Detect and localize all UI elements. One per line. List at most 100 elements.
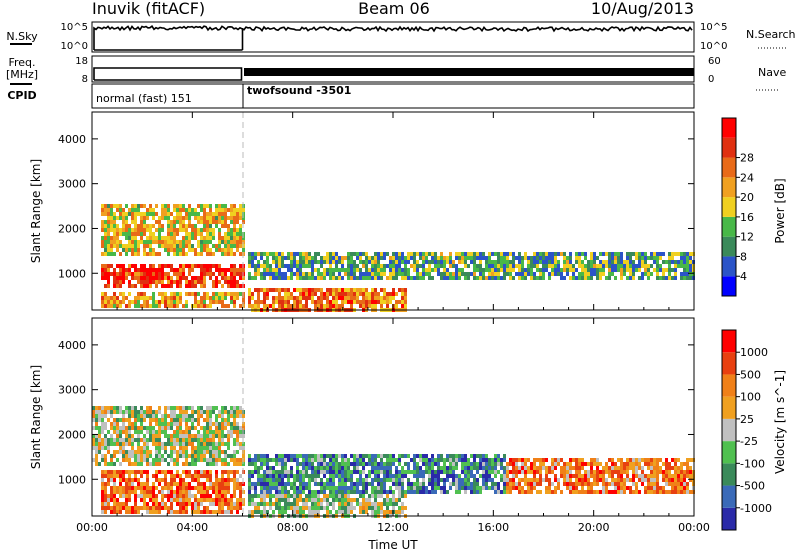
data-cell [107, 478, 110, 482]
data-cell [206, 434, 209, 438]
data-cell [398, 252, 401, 256]
data-cell [197, 458, 200, 462]
data-cell [221, 284, 224, 288]
data-cell [242, 434, 245, 438]
data-cell [332, 454, 335, 458]
data-cell [233, 252, 236, 256]
data-cell [362, 272, 365, 276]
data-cell [632, 466, 635, 470]
data-cell [164, 212, 167, 216]
data-cell [152, 490, 155, 494]
data-cell [614, 268, 617, 272]
data-cell [431, 486, 434, 490]
data-cell [587, 490, 590, 494]
data-cell [596, 474, 599, 478]
data-cell [134, 418, 137, 422]
data-cell [374, 498, 377, 502]
data-cell [329, 486, 332, 490]
data-cell [281, 506, 284, 510]
data-cell [227, 228, 230, 232]
data-cell [392, 292, 395, 296]
data-cell [332, 260, 335, 264]
data-cell [293, 252, 296, 256]
data-cell [254, 288, 257, 292]
data-cell [122, 422, 125, 426]
data-cell [335, 494, 338, 498]
data-cell [215, 216, 218, 220]
data-cell [170, 240, 173, 244]
data-cell [443, 276, 446, 280]
data-cell [470, 482, 473, 486]
data-cell [137, 418, 140, 422]
data-cell [275, 296, 278, 300]
data-cell [404, 288, 407, 292]
data-cell [290, 486, 293, 490]
data-cell [365, 288, 368, 292]
data-cell [644, 252, 647, 256]
data-cell [299, 300, 302, 304]
data-cell [380, 296, 383, 300]
data-cell [332, 304, 335, 308]
data-cell [170, 446, 173, 450]
data-cell [119, 276, 122, 280]
data-cell [275, 272, 278, 276]
data-cell [146, 430, 149, 434]
data-cell [389, 510, 392, 514]
data-cell [212, 446, 215, 450]
data-cell [350, 292, 353, 296]
data-cell [593, 268, 596, 272]
data-cell [185, 494, 188, 498]
colorbar-segment [722, 236, 736, 257]
data-cell [218, 438, 221, 442]
data-cell [515, 458, 518, 462]
x-tick-label: 00:00 [678, 521, 710, 534]
data-cell [167, 284, 170, 288]
data-cell [179, 474, 182, 478]
data-cell [215, 212, 218, 216]
data-cell [155, 430, 158, 434]
data-cell [230, 216, 233, 220]
data-cell [188, 434, 191, 438]
data-cell [233, 438, 236, 442]
data-cell [296, 252, 299, 256]
data-cell [155, 478, 158, 482]
data-cell [311, 292, 314, 296]
data-cell [632, 276, 635, 280]
data-cell [107, 494, 110, 498]
data-cell [602, 264, 605, 268]
data-cell [275, 498, 278, 502]
data-cell [605, 264, 608, 268]
data-cell [230, 434, 233, 438]
data-cell [137, 204, 140, 208]
noise-tick-right-bottom: 10^0 [700, 41, 727, 52]
data-cell [410, 276, 413, 280]
data-cell [125, 482, 128, 486]
data-cell [104, 264, 107, 268]
data-cell [215, 414, 218, 418]
data-cell [326, 292, 329, 296]
data-cell [146, 506, 149, 510]
data-cell [419, 486, 422, 490]
data-cell [359, 292, 362, 296]
data-cell [167, 506, 170, 510]
data-cell [458, 474, 461, 478]
data-cell [188, 236, 191, 240]
data-cell [143, 212, 146, 216]
data-cell [230, 410, 233, 414]
data-cell [212, 430, 215, 434]
data-cell [383, 478, 386, 482]
data-cell [275, 288, 278, 292]
data-cell [479, 474, 482, 478]
data-cell [221, 296, 224, 300]
data-cell [95, 406, 98, 410]
data-cell [113, 474, 116, 478]
data-cell [419, 458, 422, 462]
data-cell [380, 264, 383, 268]
data-cell [452, 478, 455, 482]
data-cell [416, 474, 419, 478]
data-cell [689, 478, 692, 482]
data-cell [323, 474, 326, 478]
data-cell [209, 236, 212, 240]
nave-trace [244, 68, 694, 76]
data-cell [383, 272, 386, 276]
